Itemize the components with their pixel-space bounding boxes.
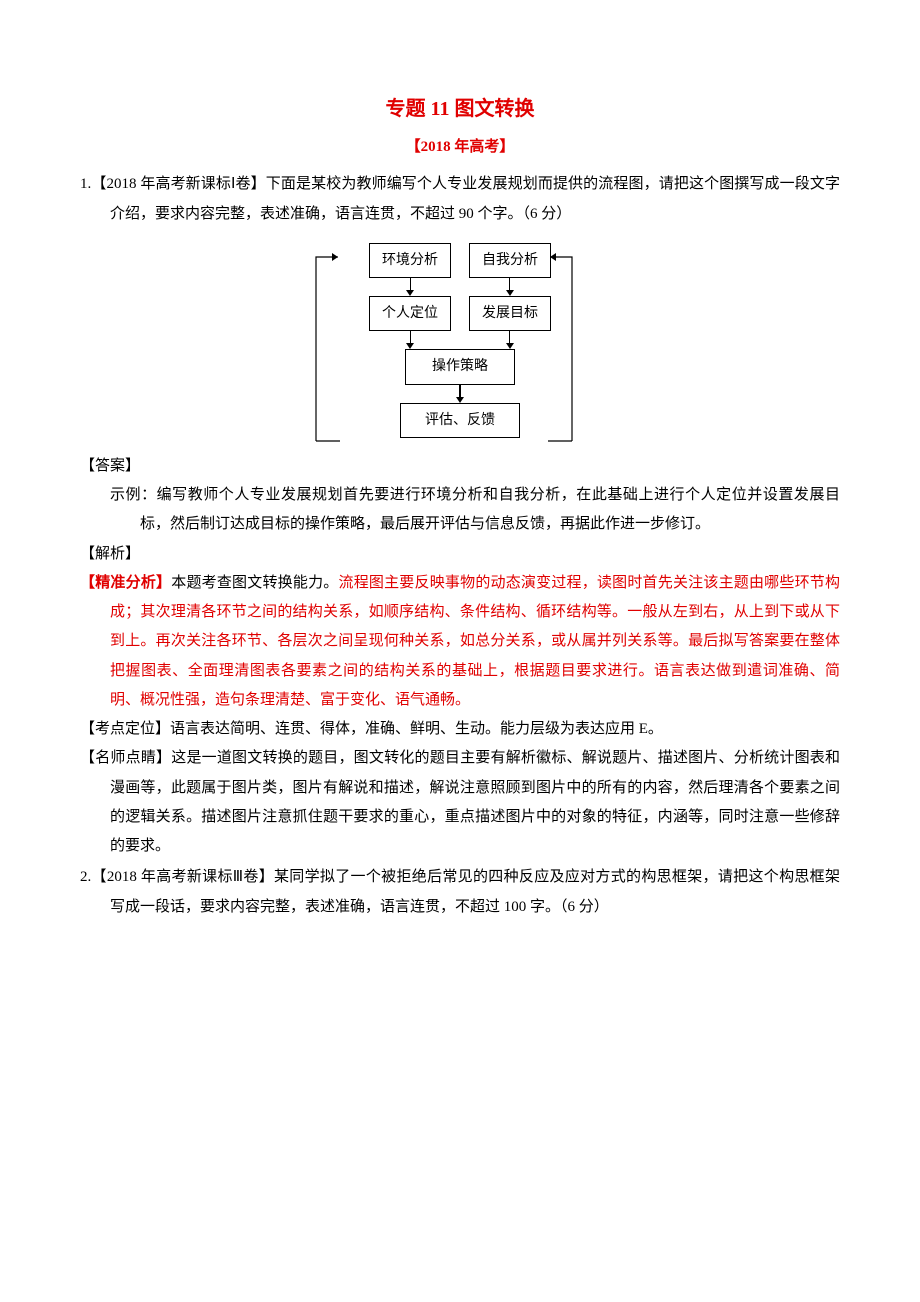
kaodian-text: 语言表达简明、连贯、得体，准确、鲜明、生动。能力层级为表达应用 E。 — [170, 721, 663, 737]
flowchart: 环境分析 自我分析 个人定位 发展目标 操作策略 评估、反馈 — [330, 243, 590, 438]
mingshi-block: 【名师点睛】这是一道图文转换的题目，图文转化的题目主要有解析徽标、解说题片、描述… — [80, 744, 840, 861]
mingshi-label: 【名师点睛】 — [80, 750, 171, 766]
flow-box-env-analysis: 环境分析 — [369, 243, 451, 278]
precise-analysis: 【精准分析】本题考查图文转换能力。流程图主要反映事物的动态演变过程，读图时首先关… — [80, 569, 840, 715]
flow-box-goal: 发展目标 — [469, 296, 551, 331]
kaodian-block: 【考点定位】语言表达简明、连贯、得体，准确、鲜明、生动。能力层级为表达应用 E。 — [80, 715, 840, 744]
kaodian-label: 【考点定位】 — [80, 721, 170, 737]
arrow-icon — [410, 331, 411, 345]
arrow-icon — [459, 385, 460, 399]
answer-text: 示例：编写教师个人专业发展规划首先要进行环境分析和自我分析，在此基础上进行个人定… — [80, 481, 840, 540]
flow-box-feedback: 评估、反馈 — [400, 403, 520, 438]
precise-analysis-label: 【精准分析】 — [80, 575, 171, 591]
arrow-icon — [509, 331, 510, 345]
mingshi-text: 这是一道图文转换的题目，图文转化的题目主要有解析徽标、解说题片、描述图片、分析统… — [110, 750, 840, 854]
answer-label: 【答案】 — [80, 452, 840, 481]
flow-box-self-analysis: 自我分析 — [469, 243, 551, 278]
precise-analysis-black: 本题考查图文转换能力。 — [171, 575, 338, 591]
arrow-icon — [410, 278, 411, 292]
flow-box-strategy: 操作策略 — [405, 349, 515, 384]
document-subtitle: 【2018 年高考】 — [80, 133, 840, 162]
q2-stem: 2.【2018 年高考新课标Ⅲ卷】某同学拟了一个被拒绝后常见的四种反应及应对方式… — [80, 863, 840, 922]
precise-analysis-red: 流程图主要反映事物的动态演变过程，读图时首先关注该主题由哪些环节构成；其次理清各… — [110, 575, 840, 708]
analysis-label: 【解析】 — [80, 540, 840, 569]
document-title: 专题 11 图文转换 — [80, 90, 840, 129]
arrow-icon — [509, 278, 510, 292]
q1-stem: 1.【2018 年高考新课标Ⅰ卷】下面是某校为教师编写个人专业发展规划而提供的流… — [80, 170, 840, 229]
flow-box-positioning: 个人定位 — [369, 296, 451, 331]
